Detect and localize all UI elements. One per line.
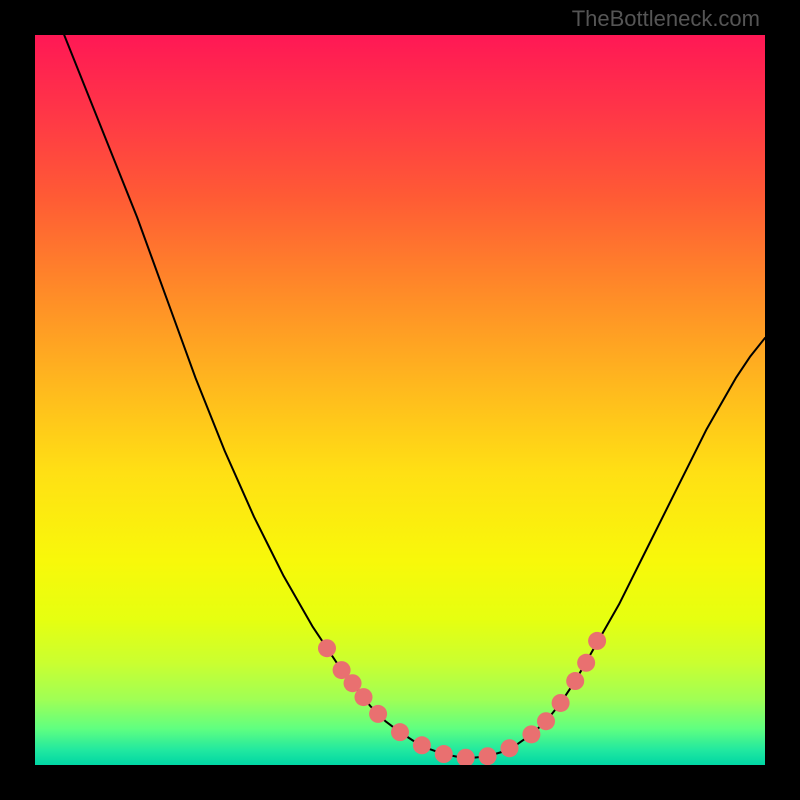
scatter-point (566, 672, 584, 690)
scatter-point (413, 736, 431, 754)
watermark-text: TheBottleneck.com (572, 6, 760, 32)
scatter-point (577, 654, 595, 672)
scatter-point (537, 712, 555, 730)
scatter-point (355, 688, 373, 706)
bottleneck-curve (64, 35, 765, 758)
scatter-point (501, 739, 519, 757)
scatter-point (479, 747, 497, 765)
scatter-point (435, 745, 453, 763)
scatter-point (588, 632, 606, 650)
scatter-point (369, 705, 387, 723)
scatter-point (522, 725, 540, 743)
chart-svg (0, 0, 800, 800)
scatter-point (457, 749, 475, 767)
scatter-point (318, 639, 336, 657)
scatter-point (552, 694, 570, 712)
scatter-point (391, 723, 409, 741)
